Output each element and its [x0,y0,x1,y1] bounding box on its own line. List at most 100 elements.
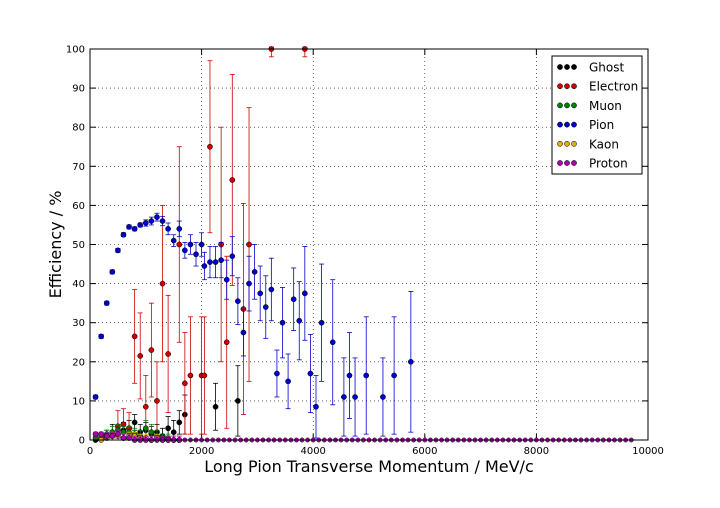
y-tick-label: 50 [72,240,85,251]
data-point [346,372,353,379]
data-point [212,259,219,265]
legend-label: Muon [589,99,622,113]
data-point [165,425,171,432]
data-point [98,431,105,437]
legend: Ghost Electron Muon Pion Kaon Proton [551,55,643,175]
data-point [154,398,160,404]
legend-box [551,55,643,175]
data-point [115,247,121,254]
data-point [92,394,99,400]
data-point [131,226,138,232]
legend-marker [557,140,563,147]
legend-marker [557,121,563,128]
data-point [329,339,336,346]
data-point [391,372,397,379]
legend-marker [571,64,577,70]
data-point [159,218,166,224]
data-point [131,333,138,340]
data-point [142,220,149,226]
data-point [352,394,358,400]
data-point [235,298,241,305]
legend-label: Ghost [589,61,624,75]
data-point [341,394,347,400]
data-point [182,380,188,387]
data-point [131,419,138,426]
data-point [229,177,236,183]
data-point [142,403,149,410]
data-point [218,257,224,263]
data-point [176,226,183,232]
y-tick-label: 100 [66,45,85,56]
data-point [207,259,213,265]
data-point [268,286,275,293]
data-point [408,358,414,365]
legend-marker [571,83,577,90]
x-tick-label: 2000 [189,446,214,457]
data-point [229,253,236,260]
legend-marker [564,83,570,90]
x-tick-label: 8000 [524,446,549,457]
legend-marker [571,160,577,166]
y-tick-label: 0 [79,436,85,447]
legend-marker [564,140,570,147]
legend-label: Electron [589,80,638,94]
x-axis-label: Long Pion Transverse Momentum / MeV/c [204,457,534,476]
legend-marker [557,83,563,90]
data-point [301,290,308,297]
legend-marker [571,102,577,109]
data-point [313,403,319,410]
data-point [120,231,127,238]
legend-marker [564,102,570,109]
y-axis-ticks: 0 10 20 30 40 50 60 70 80 90 100 [66,45,648,447]
data-point [176,241,183,248]
data-point [187,241,194,248]
data-point [296,317,303,324]
data-point [148,429,155,436]
data-point [240,329,247,336]
data-point [109,433,116,439]
data-point [201,263,208,269]
y-tick-label: 70 [72,162,85,173]
x-tick-label: 6000 [412,446,437,457]
data-point [137,353,144,359]
data-point [212,403,219,410]
legend-marker [571,121,577,128]
legend-marker [564,64,570,70]
data-point [198,241,205,248]
data-point [318,319,325,326]
data-point [115,431,121,437]
data-point [187,372,194,379]
y-tick-label: 80 [72,123,85,134]
legend-marker [557,102,563,109]
x-tick-label: 4000 [300,446,325,457]
data-point [279,319,286,326]
data-point [120,435,127,441]
data-point [182,247,188,254]
data-point [126,224,132,230]
legend-marker [557,160,563,166]
data-point [176,419,183,426]
data-point [246,280,252,287]
data-point [201,372,208,379]
data-point [170,429,177,436]
data-point [154,214,160,220]
data-point [92,431,99,437]
data-point [257,290,264,297]
data-point [251,269,258,275]
data-point [165,226,171,232]
data-point [109,269,116,275]
y-tick-label: 90 [72,84,85,95]
data-point [223,339,230,346]
data-point [103,433,110,439]
data-point [235,398,241,404]
data-point [246,241,252,248]
data-point [126,435,132,441]
data-point [290,296,297,303]
data-point [193,251,199,258]
x-tick-label: 10000 [632,446,664,457]
y-tick-label: 40 [72,279,85,290]
legend-marker [564,160,570,166]
legend-label: Pion [589,118,614,132]
data-point [98,333,105,340]
